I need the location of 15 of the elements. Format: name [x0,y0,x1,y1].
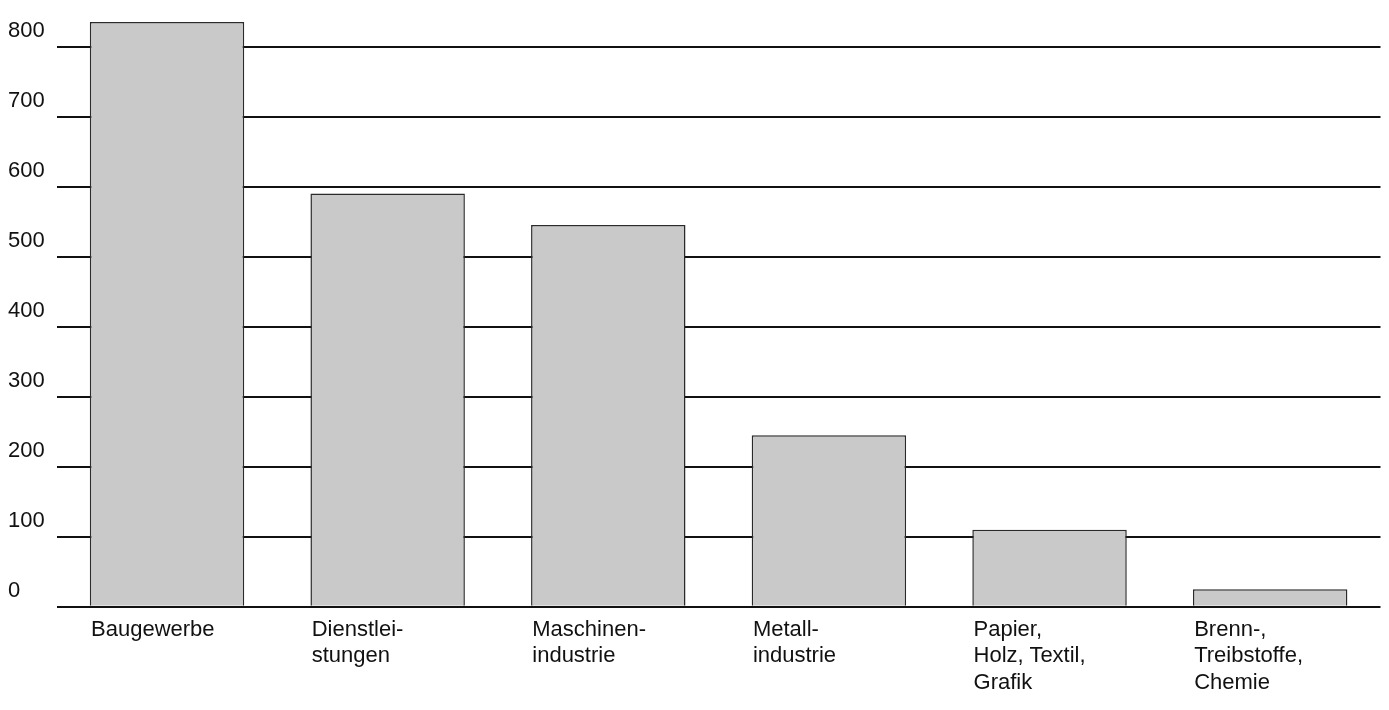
y-tick-label: 0 [8,576,21,602]
y-tick-label: 100 [8,506,45,532]
y-tick-label: 700 [8,86,45,112]
y-tick-label: 200 [8,436,45,462]
x-tick-label: Maschinen- industrie [532,616,646,668]
x-tick-label: Dienstlei- stungen [311,616,404,668]
y-tick-label: 500 [8,226,45,252]
y-tick-label: 300 [8,366,45,392]
y-tick-label: 400 [8,296,45,322]
x-tick-label: Brenn-, Treibstoffe, Chemie [1194,616,1304,694]
x-tick-label: Papier, Holz, Textil, Grafik [973,616,1086,694]
x-tick-label: Metall- industrie [752,616,837,668]
y-tick-label: 600 [8,156,45,182]
x-tick-label: Baugewerbe [91,616,215,642]
y-tick-label: 800 [8,16,45,42]
